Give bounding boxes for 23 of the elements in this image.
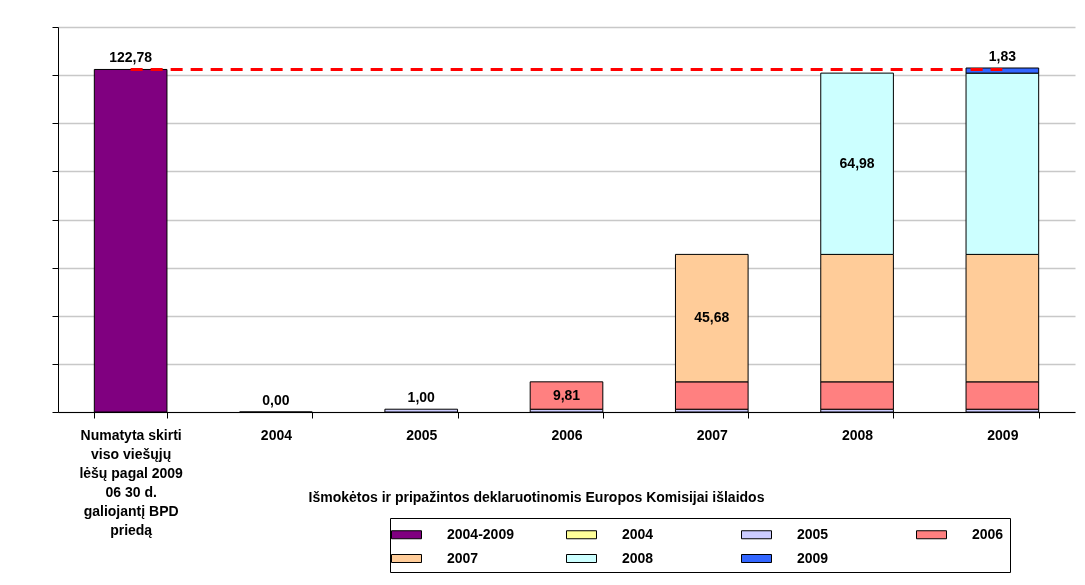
x-axis-title: Išmokėtos ir pripažintos deklaruotinomis Europos Komisijai išlaidos — [308, 488, 765, 505]
data-label: 1,00 — [407, 389, 436, 406]
data-label: 1,83 — [988, 48, 1017, 65]
x-tick-label: Numatyta skirti viso viešųjų lėšų pagal 2009 06 30 d. galiojantį BPD priedą — [79, 426, 184, 538]
x-tick-label: 2006 — [551, 426, 583, 443]
data-label: 122,78 — [109, 49, 153, 66]
x-tick-label: 2009 — [987, 426, 1019, 443]
legend-label: 2008 — [622, 549, 654, 566]
legend-label: 2006 — [972, 525, 1004, 542]
data-label: 9,81 — [552, 386, 581, 403]
legend-label: 2005 — [797, 525, 829, 542]
bar — [529, 381, 604, 410]
legend-label: 2009 — [797, 549, 829, 566]
data-label: 45,68 — [694, 309, 730, 326]
legend-label: 2007 — [447, 549, 479, 566]
data-label: 0,00 — [262, 392, 290, 408]
x-tick-label: 2004 — [260, 426, 293, 443]
legend-label: 2004 — [622, 525, 654, 542]
x-tick-label: 2007 — [696, 426, 729, 443]
data-label: 64,98 — [839, 154, 875, 171]
x-tick-label: 2008 — [841, 426, 874, 443]
legend-label: 2004-2009 — [447, 525, 515, 542]
x-tick-label: 2005 — [406, 426, 438, 443]
